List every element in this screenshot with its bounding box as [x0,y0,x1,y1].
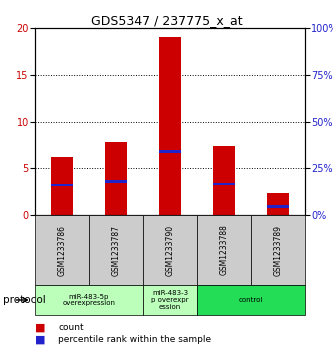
Bar [51,157,73,215]
Text: GSM1233786: GSM1233786 [58,224,67,276]
Text: GSM1233790: GSM1233790 [166,224,174,276]
Text: ■: ■ [35,335,46,345]
Text: ■: ■ [35,323,46,333]
Bar [105,180,127,183]
Bar [159,150,181,152]
Text: count: count [58,323,84,333]
Text: GSM1233789: GSM1233789 [273,224,282,276]
Bar [159,37,181,215]
Text: GSM1233788: GSM1233788 [219,225,228,276]
Text: percentile rank within the sample: percentile rank within the sample [58,335,211,344]
Text: protocol: protocol [3,295,46,305]
Text: control: control [239,297,263,303]
Text: GDS5347 / 237775_x_at: GDS5347 / 237775_x_at [91,14,242,27]
Bar [267,205,289,208]
Bar [267,192,289,215]
Bar [213,183,235,185]
Text: miR-483-5p
overexpression: miR-483-5p overexpression [63,294,116,306]
Bar [105,142,127,215]
Bar [51,184,73,186]
Bar [213,146,235,215]
Text: miR-483-3
p overexpr
ession: miR-483-3 p overexpr ession [151,290,189,310]
Text: GSM1233787: GSM1233787 [112,224,121,276]
